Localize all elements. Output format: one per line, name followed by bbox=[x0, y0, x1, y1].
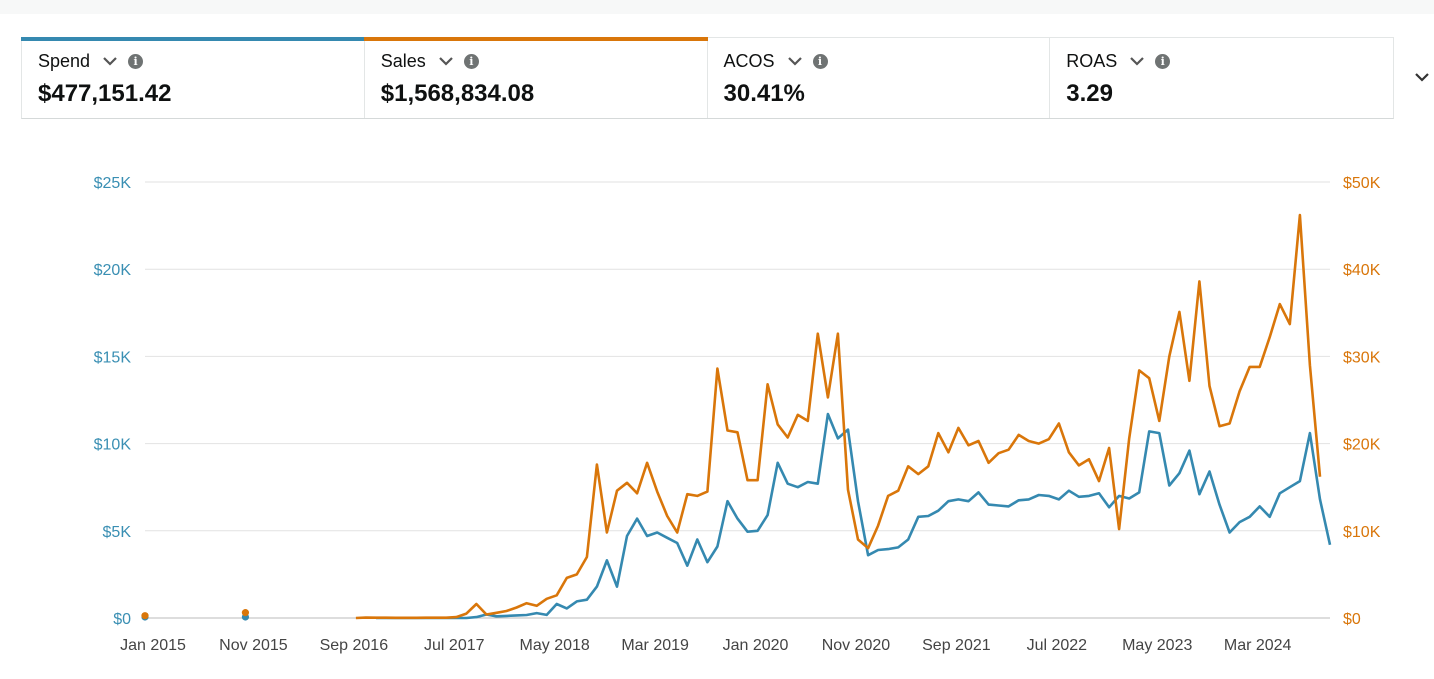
metric-tile-roas[interactable]: ROAS i 3.29 bbox=[1050, 38, 1393, 118]
metric-label: Spend bbox=[38, 50, 91, 71]
x-tick-label: Jul 2022 bbox=[1027, 637, 1088, 654]
x-tick-label: Jan 2015 bbox=[120, 637, 186, 654]
y-right-tick-label: $0 bbox=[1343, 611, 1361, 628]
data-point-sales bbox=[141, 612, 149, 620]
y-left-tick-label: $10K bbox=[94, 437, 132, 454]
chevron-down-icon[interactable] bbox=[1129, 55, 1145, 67]
y-left-tick-label: $15K bbox=[94, 349, 132, 366]
top-band bbox=[0, 0, 1434, 14]
chevron-down-icon[interactable] bbox=[102, 55, 118, 67]
y-left-tick-label: $20K bbox=[94, 262, 132, 279]
metric-value: 30.41% bbox=[723, 80, 805, 107]
metric-value: $477,151.42 bbox=[38, 80, 172, 107]
metric-value: 3.29 bbox=[1066, 80, 1113, 107]
metric-tiles: Spend i $477,151.42 Sales i $1,568,834.0… bbox=[21, 37, 1394, 119]
y-right-tick-label: $10K bbox=[1343, 524, 1381, 541]
metric-tile-indicator bbox=[1049, 37, 1394, 41]
x-tick-label: May 2023 bbox=[1122, 637, 1192, 654]
metric-tile-spend[interactable]: Spend i $477,151.42 bbox=[21, 37, 365, 118]
metric-value: $1,568,834.08 bbox=[380, 80, 535, 107]
x-tick-label: Mar 2019 bbox=[621, 637, 689, 654]
x-tick-label: Sep 2021 bbox=[922, 637, 991, 654]
expand-chevron-icon[interactable] bbox=[1413, 70, 1431, 84]
metric-tile-indicator bbox=[21, 37, 365, 41]
info-icon[interactable]: i bbox=[812, 53, 828, 69]
info-icon[interactable]: i bbox=[128, 53, 144, 69]
chevron-down-icon[interactable] bbox=[438, 55, 454, 67]
x-tick-label: Jul 2017 bbox=[424, 637, 485, 654]
data-point-sales bbox=[241, 609, 250, 617]
x-tick-label: Jan 2020 bbox=[723, 637, 789, 654]
metric-tile-acos[interactable]: ACOS i 30.41% bbox=[708, 38, 1051, 118]
x-tick-label: Nov 2015 bbox=[219, 637, 288, 654]
series-line-spend bbox=[376, 412, 1332, 620]
y-right-tick-label: $40K bbox=[1343, 262, 1381, 279]
y-right-tick-label: $20K bbox=[1343, 437, 1381, 454]
info-icon[interactable]: i bbox=[463, 53, 479, 69]
y-right-tick-label: $50K bbox=[1343, 175, 1381, 192]
y-right-tick-label: $30K bbox=[1343, 349, 1381, 366]
y-left-tick-label: $0 bbox=[113, 611, 131, 628]
y-left-tick-label: $25K bbox=[94, 175, 132, 192]
x-tick-label: Nov 2020 bbox=[822, 637, 891, 654]
info-icon[interactable]: i bbox=[1155, 53, 1171, 69]
line-chart: $0 $0 $5K $10K $10K $20K $15K $30K $20K $40K $25K $… bbox=[94, 175, 1381, 654]
metric-label: ACOS bbox=[723, 50, 775, 71]
x-tick-label: Mar 2024 bbox=[1224, 637, 1292, 654]
series-line-sales bbox=[355, 213, 1322, 620]
metric-label: Sales bbox=[380, 50, 426, 71]
x-tick-label: Sep 2016 bbox=[320, 637, 389, 654]
chevron-down-icon[interactable] bbox=[787, 55, 803, 67]
y-left-tick-label: $5K bbox=[103, 524, 132, 541]
metric-tile-indicator bbox=[707, 37, 1051, 41]
metric-label: ROAS bbox=[1066, 50, 1118, 71]
metric-tile-indicator bbox=[363, 37, 708, 41]
metric-tile-sales[interactable]: Sales i $1,568,834.08 bbox=[363, 37, 708, 118]
x-tick-label: May 2018 bbox=[520, 637, 590, 654]
